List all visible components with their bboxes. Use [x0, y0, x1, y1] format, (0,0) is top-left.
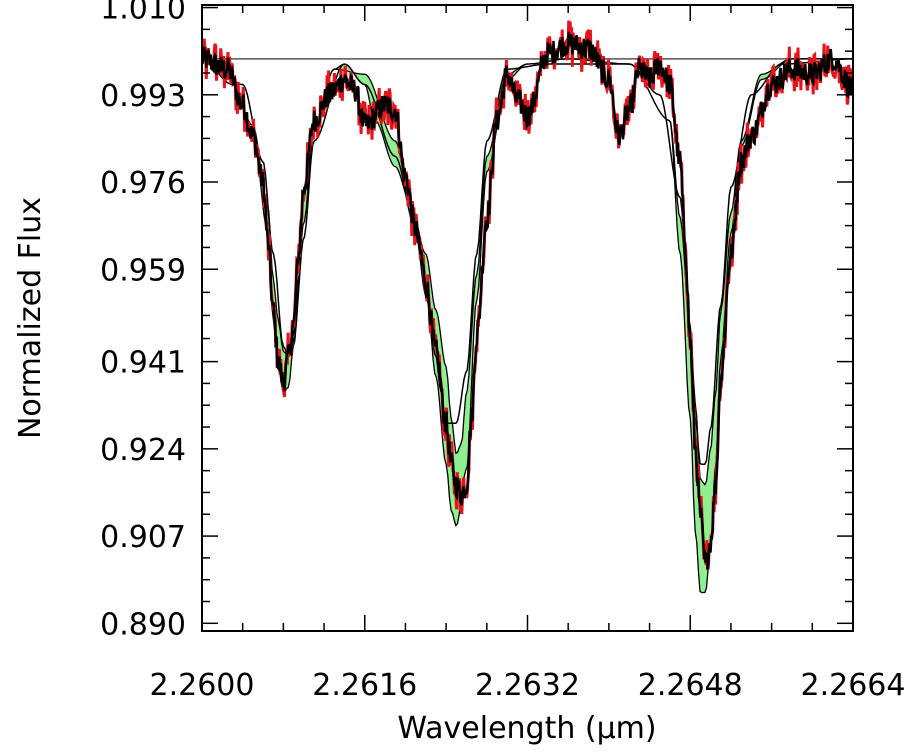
y-tick-label: 0.976 — [100, 166, 186, 201]
x-tick-label: 2.2632 — [475, 668, 580, 703]
smoothed-spectrum-line — [202, 31, 853, 570]
observed-spectrum-line — [202, 20, 853, 571]
model-broad-line — [202, 58, 853, 465]
x-tick-label: 2.2600 — [150, 668, 255, 703]
y-tick-label: 0.941 — [100, 346, 186, 381]
x-tick-label: 2.2648 — [638, 668, 743, 703]
y-axis-title: Normalized Flux — [13, 197, 48, 439]
model-lower-line — [202, 58, 853, 594]
x-axis-title: Wavelength (μm) — [397, 711, 656, 746]
y-axis-tick-labels: 0.890 0.907 0.924 0.941 0.959 0.976 0.99… — [100, 0, 186, 642]
plot-frame — [201, 4, 854, 632]
model-range-band — [202, 58, 853, 593]
x-axis-tick-labels: 2.2600 2.2616 2.2632 2.2648 2.2664 — [150, 668, 906, 703]
x-tick-label: 2.2664 — [801, 668, 906, 703]
y-tick-label: 0.959 — [100, 253, 186, 288]
plot-content — [202, 20, 853, 594]
y-tick-label: 0.993 — [100, 79, 186, 114]
y-tick-label: 0.907 — [100, 520, 186, 555]
y-tick-label: 0.924 — [100, 433, 186, 468]
x-tick-label: 2.2616 — [312, 668, 417, 703]
axis-ticks — [201, 5, 854, 631]
y-tick-label: 1.010 — [100, 0, 186, 27]
y-tick-label: 0.890 — [100, 607, 186, 642]
